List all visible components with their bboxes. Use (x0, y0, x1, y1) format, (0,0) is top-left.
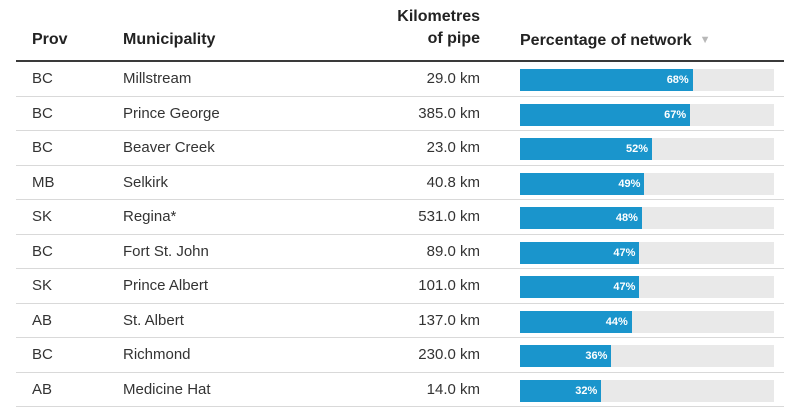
cell-prov: BC (32, 338, 53, 373)
cell-prov: BC (32, 62, 53, 97)
cell-kilometres: 385.0 km (418, 97, 480, 132)
pipe-network-table: Prov Municipality Kilometres of pipe Per… (0, 0, 806, 417)
percentage-bar-label: 32% (575, 380, 597, 402)
table-row: AB St. Albert 137.0 km 44% (0, 304, 806, 339)
cell-kilometres: 14.0 km (427, 373, 480, 408)
percentage-bar: 52% (520, 138, 652, 160)
table-header: Prov Municipality Kilometres of pipe Per… (0, 0, 806, 62)
header-prov[interactable]: Prov (32, 29, 68, 51)
percentage-bar-track: 36% (520, 345, 774, 367)
table-row: BC Beaver Creek 23.0 km 52% (0, 131, 806, 166)
table-row: BC Prince George 385.0 km 67% (0, 97, 806, 132)
percentage-bar-track: 47% (520, 242, 774, 264)
percentage-bar-label: 44% (606, 311, 628, 333)
percentage-bar-track: 44% (520, 311, 774, 333)
percentage-bar-label: 36% (585, 345, 607, 367)
percentage-bar: 49% (520, 173, 644, 195)
percentage-bar-label: 67% (664, 104, 686, 126)
cell-municipality: Selkirk (123, 166, 168, 201)
percentage-bar-track: 49% (520, 173, 774, 195)
cell-municipality: St. Albert (123, 304, 184, 339)
table-row: SK Prince Albert 101.0 km 47% (0, 269, 806, 304)
percentage-bar: 32% (520, 380, 601, 402)
percentage-bar: 47% (520, 242, 639, 264)
cell-prov: BC (32, 131, 53, 166)
percentage-bar-track: 47% (520, 276, 774, 298)
cell-municipality: Regina* (123, 200, 176, 235)
cell-prov: SK (32, 200, 52, 235)
percentage-bar: 67% (520, 104, 690, 126)
cell-municipality: Prince George (123, 97, 220, 132)
cell-kilometres: 531.0 km (418, 200, 480, 235)
table-row: BC Richmond 230.0 km 36% (0, 338, 806, 373)
percentage-bar: 47% (520, 276, 639, 298)
cell-municipality: Millstream (123, 62, 191, 97)
cell-kilometres: 89.0 km (427, 235, 480, 270)
percentage-bar-track: 52% (520, 138, 774, 160)
percentage-bar-label: 52% (626, 138, 648, 160)
table-row: BC Millstream 29.0 km 68% (0, 62, 806, 97)
percentage-bar-label: 47% (613, 242, 635, 264)
header-municipality[interactable]: Municipality (123, 29, 215, 51)
percentage-bar: 68% (520, 69, 693, 91)
cell-prov: SK (32, 269, 52, 304)
cell-prov: BC (32, 235, 53, 270)
cell-kilometres: 40.8 km (427, 166, 480, 201)
cell-kilometres: 101.0 km (418, 269, 480, 304)
cell-municipality: Richmond (123, 338, 191, 373)
table-row: SK Regina* 531.0 km 48% (0, 200, 806, 235)
percentage-bar-label: 47% (613, 276, 635, 298)
percentage-bar-track: 48% (520, 207, 774, 229)
percentage-bar-track: 68% (520, 69, 774, 91)
percentage-bar: 48% (520, 207, 642, 229)
header-percentage-label: Percentage of network (520, 32, 692, 49)
percentage-bar: 36% (520, 345, 611, 367)
cell-prov: AB (32, 304, 52, 339)
cell-municipality: Beaver Creek (123, 131, 215, 166)
percentage-bar: 44% (520, 311, 632, 333)
header-percentage[interactable]: Percentage of network ▼ (520, 29, 711, 52)
percentage-bar-label: 49% (618, 173, 640, 195)
table-row: AB Medicine Hat 14.0 km 32% (0, 373, 806, 408)
cell-kilometres: 137.0 km (418, 304, 480, 339)
percentage-bar-track: 67% (520, 104, 774, 126)
cell-kilometres: 29.0 km (427, 62, 480, 97)
cell-prov: BC (32, 97, 53, 132)
cell-municipality: Medicine Hat (123, 373, 211, 408)
row-divider (16, 406, 784, 407)
header-kilometres-line1: Kilometres (397, 6, 480, 28)
sort-descending-icon[interactable]: ▼ (700, 34, 711, 46)
cell-kilometres: 23.0 km (427, 131, 480, 166)
cell-municipality: Prince Albert (123, 269, 208, 304)
header-kilometres-line2: of pipe (397, 28, 480, 50)
cell-kilometres: 230.0 km (418, 338, 480, 373)
table-row: BC Fort St. John 89.0 km 47% (0, 235, 806, 270)
percentage-bar-track: 32% (520, 380, 774, 402)
table-row: MB Selkirk 40.8 km 49% (0, 166, 806, 201)
cell-prov: AB (32, 373, 52, 408)
percentage-bar-label: 48% (616, 207, 638, 229)
percentage-bar-label: 68% (667, 69, 689, 91)
header-kilometres[interactable]: Kilometres of pipe (397, 6, 480, 50)
cell-municipality: Fort St. John (123, 235, 209, 270)
cell-prov: MB (32, 166, 55, 201)
